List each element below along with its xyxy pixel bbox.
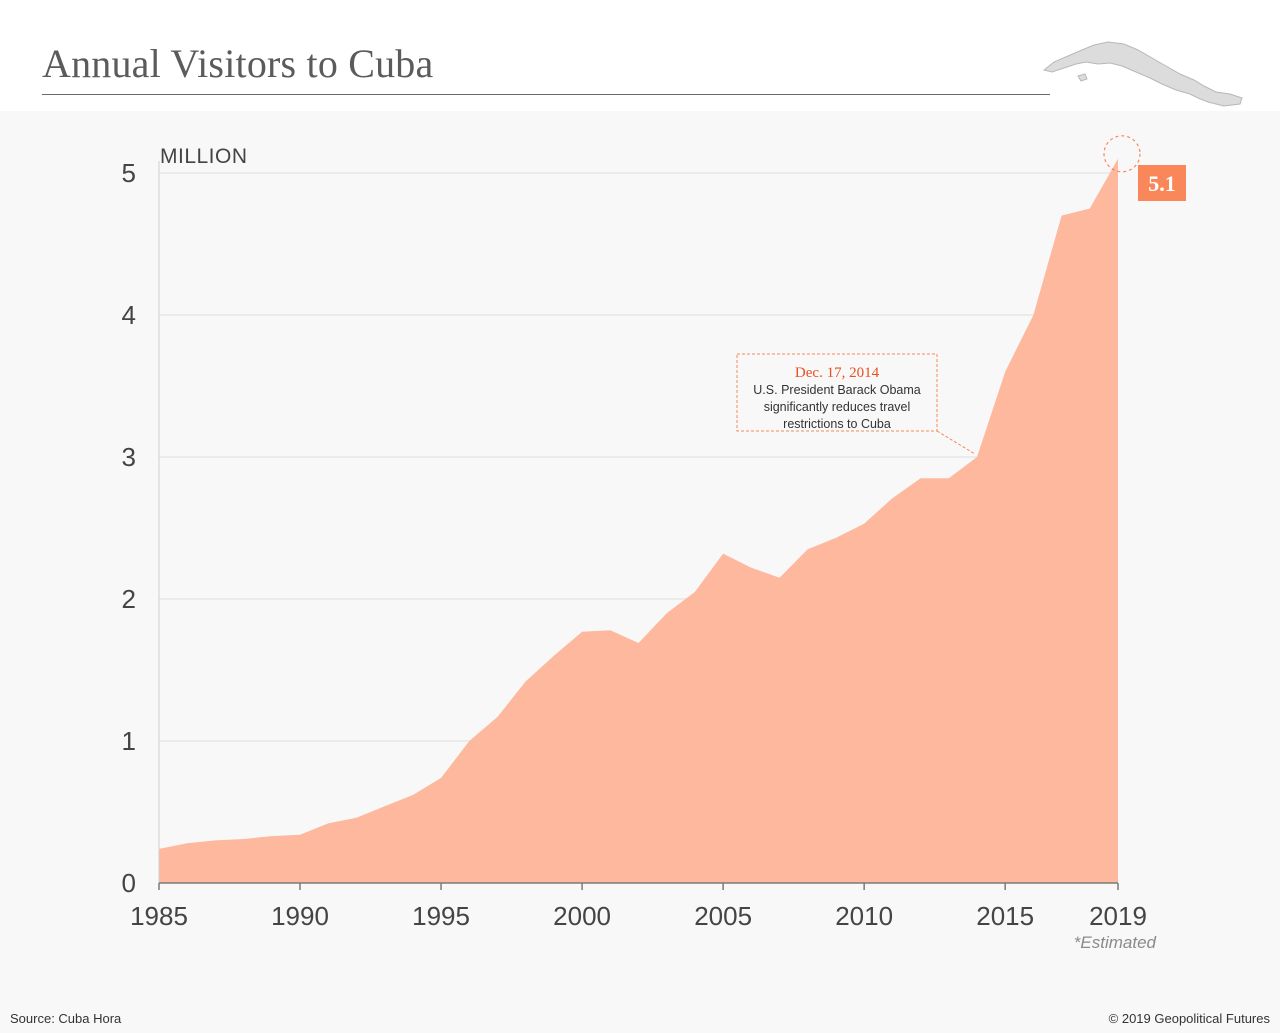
y-tick-label: 1 (122, 726, 136, 756)
y-tick-label: 3 (122, 442, 136, 472)
source-note: Source: Cuba Hora (10, 1011, 122, 1026)
annotation: 5.1 Dec. 17, 2014 U.S. President Barack Ob… (736, 135, 1186, 455)
annotation-text-line: significantly reduces travel (764, 400, 911, 414)
y-axis-label: MILLION (160, 145, 248, 168)
axes (158, 161, 1119, 890)
highlight-circle (1103, 135, 1141, 173)
y-tick-label: 4 (122, 300, 136, 330)
area-series (159, 158, 1118, 884)
cuba-map-icon (1042, 41, 1243, 107)
x-tick-label: 2005 (694, 901, 752, 931)
annotation-date: Dec. 17, 2014 (795, 365, 880, 381)
annotation-text-line: U.S. President Barack Obama (753, 383, 920, 397)
y-tick-label: 5 (122, 158, 136, 188)
value-badge (1138, 165, 1186, 201)
x-tick-label: 1990 (271, 901, 329, 931)
annotation-text-line: restrictions to Cuba (783, 417, 891, 431)
title-divider (42, 94, 1050, 95)
labels: 0 1 2 3 4 5 1985 1990 1995 2000 2005 2010 2015 2019 MI… (122, 145, 1157, 952)
chart-panel: 0 1 2 3 4 5 1985 1990 1995 2000 2005 2010 2015 2019 MI… (0, 111, 1280, 1033)
annotation-box (736, 353, 938, 432)
data-area (159, 158, 1118, 884)
area-chart: 0 1 2 3 4 5 1985 1990 1995 2000 2005 2010 2015 2019 MI… (122, 135, 1186, 952)
x-tick-label: 2019 (1089, 901, 1147, 931)
copyright-note: © 2019 Geopolitical Futures (1108, 1011, 1270, 1026)
estimated-note: *Estimated (1074, 933, 1157, 952)
x-tick-label: 2015 (976, 901, 1034, 931)
x-tick-label: 2000 (553, 901, 611, 931)
chart-title: Annual Visitors to Cuba (42, 41, 434, 86)
x-tick-label: 2010 (835, 901, 893, 931)
y-tick-label: 2 (122, 584, 136, 614)
annotation-leader (936, 430, 976, 455)
x-tick-label: 1995 (412, 901, 470, 931)
y-tick-label: 0 (122, 868, 136, 898)
x-tick-label: 1985 (130, 901, 188, 931)
value-badge-label: 5.1 (1148, 171, 1176, 196)
